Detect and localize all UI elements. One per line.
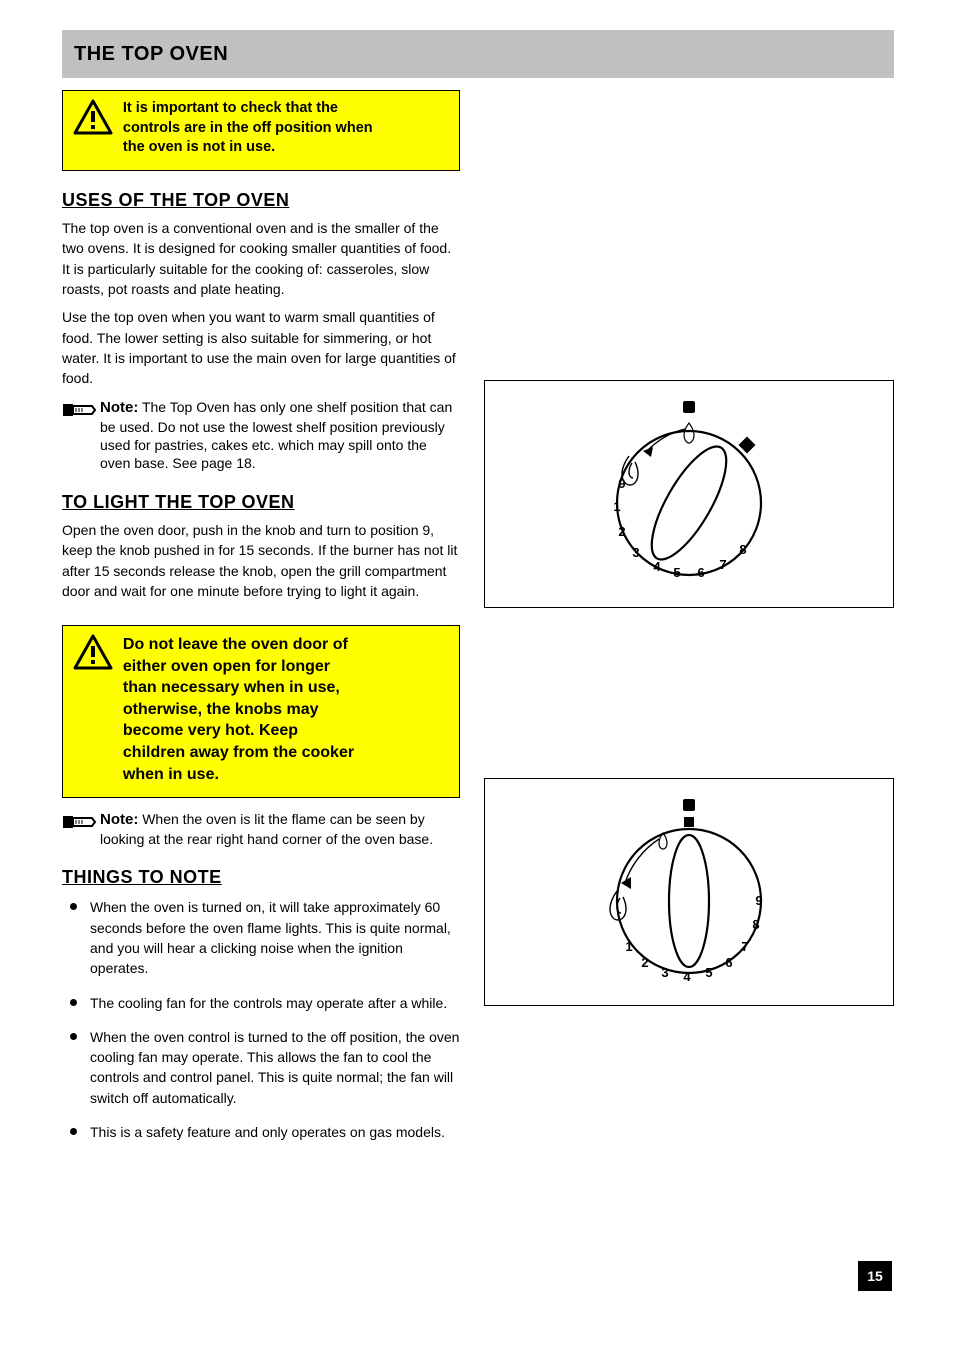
- uses-p1: The top oven is a conventional oven and …: [62, 218, 460, 299]
- svg-text:3: 3: [661, 965, 668, 980]
- svg-text:6: 6: [725, 955, 732, 970]
- svg-text:5: 5: [705, 965, 712, 980]
- things-item: The cooling fan for the controls may ope…: [62, 993, 460, 1013]
- svg-text:3: 3: [632, 545, 639, 560]
- things-item: When the oven is turned on, it will take…: [62, 897, 460, 978]
- warning-2-l7: when in use.: [123, 766, 219, 783]
- knob-dial-icon: 1 2 3 4 5 6 7 8 9: [559, 791, 819, 991]
- svg-text:6: 6: [697, 565, 704, 580]
- note-1-bold: Note:: [100, 399, 138, 416]
- svg-text:8: 8: [739, 542, 746, 557]
- warning-icon: [73, 99, 113, 139]
- warning-2-l1: Do not leave the oven door of: [123, 636, 348, 653]
- note-1-text: Note: The Top Oven has only one shelf po…: [100, 398, 460, 472]
- svg-text:2: 2: [618, 524, 625, 539]
- warning-2-l3: than necessary when in use,: [123, 679, 340, 696]
- pointing-hand-icon: [62, 398, 100, 426]
- svg-text:7: 7: [741, 939, 748, 954]
- light-p1: Open the oven door, push in the knob and…: [62, 520, 460, 601]
- svg-text:9: 9: [618, 476, 625, 491]
- page-number: 15: [867, 1267, 883, 1285]
- page-number-badge: 15: [858, 1261, 892, 1291]
- uses-p2: Use the top oven when you want to warm s…: [62, 307, 460, 388]
- svg-text:4: 4: [683, 969, 691, 984]
- svg-text:2: 2: [641, 955, 648, 970]
- note-row-1: Note: The Top Oven has only one shelf po…: [62, 398, 460, 472]
- section-header: THE TOP OVEN: [62, 30, 894, 78]
- svg-text:7: 7: [719, 557, 726, 572]
- light-heading: TO LIGHT THE TOP OVEN: [62, 491, 460, 514]
- note-row-2: Note: When the oven is lit the flame can…: [62, 810, 460, 848]
- warning-2-text: Do not leave the oven door of either ove…: [123, 634, 433, 785]
- things-heading: THINGS TO NOTE: [62, 866, 460, 889]
- things-item: When the oven control is turned to the o…: [62, 1027, 460, 1108]
- warning-2-l2: either oven open for longer: [123, 658, 330, 675]
- uses-heading: USES OF THE TOP OVEN: [62, 189, 460, 212]
- note-2-text: Note: When the oven is lit the flame can…: [100, 810, 460, 848]
- things-list: When the oven is turned on, it will take…: [62, 897, 460, 1142]
- warning-2-l4: otherwise, the knobs may: [123, 701, 319, 718]
- note-1-body: The Top Oven has only one shelf position…: [100, 399, 452, 471]
- figure-bottom-knob: 1 2 3 4 5 6 7 8 9: [484, 778, 894, 1006]
- warning-2-l5: become very hot. Keep: [123, 722, 298, 739]
- svg-text:9: 9: [755, 893, 762, 908]
- warning-1-l3: the oven is not in use.: [123, 139, 275, 155]
- left-column: It is important to check that the contro…: [62, 90, 460, 1156]
- section-title: THE TOP OVEN: [74, 41, 228, 67]
- figure-top-knob: 1 2 3 4 5 6 7 8 9: [484, 380, 894, 608]
- pointing-hand-icon: [62, 810, 100, 838]
- note-2-bold: Note:: [100, 811, 138, 828]
- warning-icon: [73, 634, 113, 674]
- warning-box-2: Do not leave the oven door of either ove…: [62, 625, 460, 798]
- right-column: 1 2 3 4 5 6 7 8 9: [484, 90, 894, 1156]
- svg-text:4: 4: [653, 559, 661, 574]
- warning-1-l1: It is important to check that the: [123, 100, 338, 116]
- warning-1-l2: controls are in the off position when: [123, 120, 373, 136]
- things-item: This is a safety feature and only operat…: [62, 1122, 460, 1142]
- warning-box-1: It is important to check that the contro…: [62, 90, 460, 171]
- warning-2-l6: children away from the cooker: [123, 744, 354, 761]
- svg-text:1: 1: [613, 499, 620, 514]
- svg-text:1: 1: [625, 939, 632, 954]
- svg-text:5: 5: [673, 565, 680, 580]
- knob-dial-icon: 1 2 3 4 5 6 7 8 9: [559, 393, 819, 593]
- svg-text:8: 8: [752, 917, 759, 932]
- warning-1-text: It is important to check that the contro…: [123, 99, 433, 158]
- note-2-body: When the oven is lit the flame can be se…: [100, 811, 433, 847]
